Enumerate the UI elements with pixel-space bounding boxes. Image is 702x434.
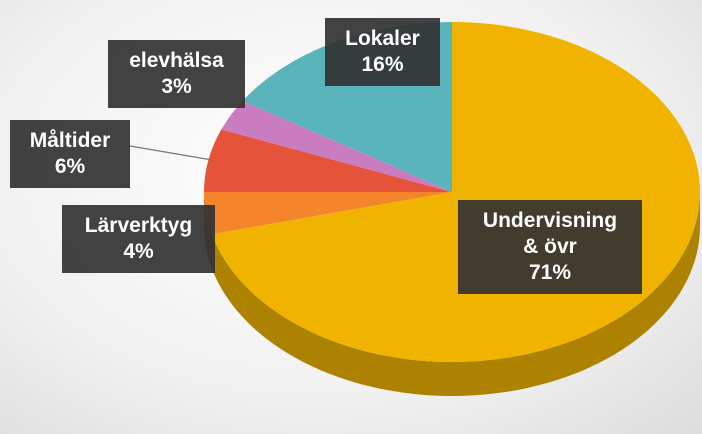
data-label: elevhälsa 3%	[108, 40, 245, 108]
data-label: Måltider 6%	[10, 120, 130, 188]
data-label-name: Lokaler	[345, 27, 420, 50]
pie-slice	[221, 100, 452, 192]
data-label: Lokaler 16%	[325, 18, 440, 86]
data-label-value: 6%	[54, 155, 86, 178]
pie-slice	[204, 192, 452, 235]
data-label-name: elevhälsa	[129, 49, 224, 72]
data-label-name: Undervisning & övr	[482, 209, 618, 258]
pie-slice	[204, 129, 452, 192]
data-label: Undervisning & övr 71%	[458, 200, 642, 294]
data-label-value: 4%	[123, 240, 154, 263]
data-label-value: 16%	[361, 53, 404, 76]
leader-line	[129, 145, 213, 161]
data-label-value: 71%	[528, 261, 572, 284]
data-label-name: Lärverktyg	[84, 214, 193, 237]
pie-side	[211, 192, 700, 396]
data-label-value: 3%	[161, 75, 192, 98]
data-label-name: Måltider	[29, 129, 111, 152]
data-label: Lärverktyg 4%	[62, 205, 215, 273]
